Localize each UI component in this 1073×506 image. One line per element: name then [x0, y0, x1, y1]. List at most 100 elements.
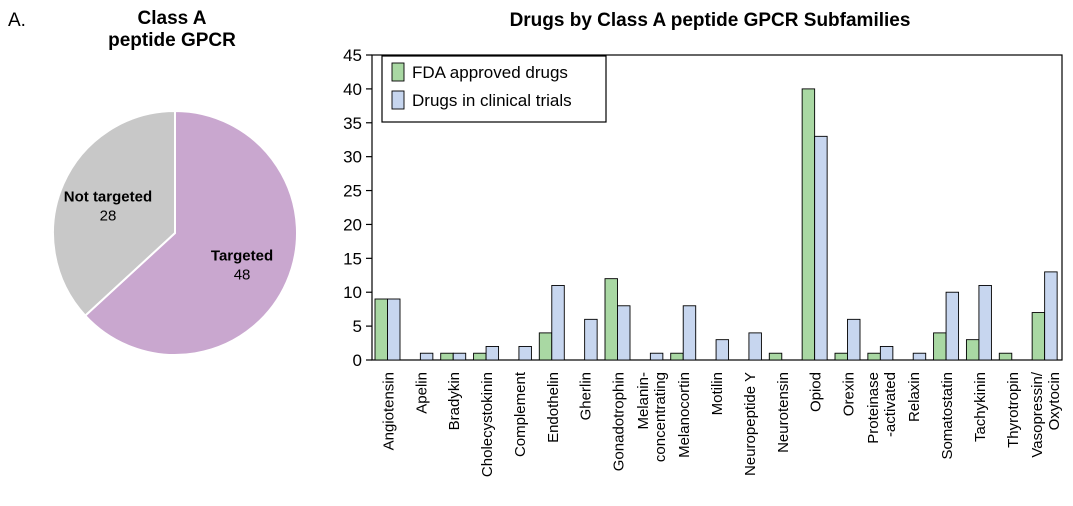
bar-fda — [670, 352, 684, 361]
x-tick-label-group: Melanocortin — [676, 372, 693, 458]
x-tick-label: Proteinase — [865, 372, 882, 444]
bar-clinical — [617, 305, 631, 361]
bar-clinical — [879, 345, 894, 361]
x-tick-label: Endothelin — [545, 372, 562, 443]
x-tick-label: concentrating — [652, 372, 669, 462]
legend-label: Drugs in clinical trials — [412, 91, 572, 110]
pie-slice-label: Not targeted — [64, 189, 152, 206]
x-tick-label-group: Endothelin — [545, 372, 562, 443]
x-tick-label: Apelin — [413, 372, 430, 414]
bar-clinical — [518, 345, 532, 361]
x-tick-label: Orexin — [841, 372, 858, 416]
x-tick-label-group: Orexin — [841, 372, 858, 416]
pie-slice-value: 48 — [234, 266, 251, 283]
y-tick-label: 15 — [343, 249, 362, 268]
x-tick-label-group: Vasopressin/Oxytocin — [1029, 371, 1063, 457]
bar-fda — [998, 352, 1013, 361]
bar-fda — [1031, 312, 1046, 361]
bar-fda — [473, 352, 487, 361]
panel-label: A. — [8, 10, 26, 31]
y-tick-label: 5 — [353, 317, 362, 336]
x-tick-label-group: Complement — [512, 371, 529, 457]
x-tick-label-group: Opiod — [808, 372, 825, 412]
pie-label-1: Not targeted 28 — [64, 189, 152, 225]
bar-chart-title: Drugs by Class A peptide GPCR Subfamilie… — [509, 10, 911, 31]
pie-chart-title: Class A peptide GPCR — [62, 8, 282, 52]
y-tick-label: 45 — [343, 46, 362, 65]
x-tick-label-group: Apelin — [413, 372, 430, 414]
x-tick-label: Opiod — [808, 372, 825, 412]
bar-clinical — [551, 284, 565, 361]
bar-fda — [801, 88, 816, 361]
pie-label-0: Targeted 48 — [211, 247, 273, 283]
bar-fda — [604, 278, 618, 361]
x-tick-label-group: Cholecystokinin — [479, 372, 496, 477]
bar-fda — [867, 352, 881, 361]
x-tick-label-group: Thyrotropin — [1005, 372, 1022, 448]
y-tick-label: 40 — [343, 80, 362, 99]
y-tick-label: 35 — [343, 114, 362, 133]
x-tick-label-group: Proteinase -activated — [865, 372, 899, 444]
bar-fda — [965, 339, 980, 361]
y-tick-label: 30 — [343, 148, 362, 167]
pie-title-line2: peptide GPCR — [108, 30, 236, 51]
bar-clinical — [748, 332, 762, 361]
x-tick-label-group: Neuropeptide Y — [742, 372, 759, 476]
bar-clinical — [814, 135, 828, 361]
bar-clinical — [387, 298, 401, 361]
bar-clinical — [485, 345, 500, 361]
legend-swatch — [391, 90, 405, 110]
x-tick-label: Bradykin — [446, 372, 463, 430]
legend: FDA approved drugs Drugs in clinical tria… — [381, 55, 607, 123]
x-tick-label-group: Relaxin — [906, 372, 923, 422]
x-tick-label-group: Neurotensin — [775, 372, 792, 453]
x-tick-label: Gherlin — [578, 372, 595, 420]
x-tick-label: Relaxin — [906, 372, 923, 422]
bar-clinical — [847, 318, 861, 361]
x-tick-label-group: Somatostatin — [939, 372, 956, 460]
x-tick-label-group: Angiotensin — [381, 372, 398, 450]
x-tick-label: Somatostatin — [939, 372, 956, 460]
x-tick-label: Gonadotrophin — [611, 372, 628, 471]
x-tick-label-group: Gherlin — [578, 372, 595, 420]
bar-fda — [374, 298, 388, 361]
x-tick-label: Thyrotropin — [1005, 372, 1022, 448]
bar-clinical — [682, 305, 697, 361]
legend-swatch — [391, 62, 405, 82]
pie-title-line1: Class A — [137, 8, 207, 29]
x-tick-label-group: Bradykin — [446, 372, 463, 430]
y-tick-label: 10 — [343, 283, 362, 302]
x-tick-label: Cholecystokinin — [479, 372, 496, 477]
bar-fda — [440, 352, 454, 361]
bar-clinical — [584, 318, 598, 361]
x-tick-label: -activated — [882, 372, 899, 437]
bar-clinical — [945, 291, 960, 361]
pie-slice-targeted — [83, 110, 298, 356]
x-tick-label: Motilin — [709, 372, 726, 415]
bar-clinical — [419, 352, 434, 361]
bar-clinical — [1044, 271, 1058, 361]
y-tick-label: 25 — [343, 182, 362, 201]
bar-clinical — [715, 339, 730, 361]
y-tick-label: 20 — [343, 215, 362, 234]
pie-slice-not-targeted — [52, 110, 176, 318]
y-tick-label: 0 — [353, 351, 362, 370]
x-tick-label: Tachykinin — [972, 372, 989, 442]
x-tick-label-group: Tachykinin — [972, 372, 989, 442]
x-tick-label: Angiotensin — [381, 372, 398, 450]
x-tick-label-group: Motilin — [709, 372, 726, 415]
x-tick-label: Vasopressin/ — [1029, 371, 1046, 457]
x-tick-label: Neuropeptide Y — [742, 372, 759, 476]
x-tick-label-group: Melanin-concentrating — [635, 372, 669, 462]
x-tick-label: Melanocortin — [676, 372, 693, 458]
legend-label: FDA approved drugs — [412, 63, 568, 82]
bar-fda — [768, 352, 783, 361]
legend-box — [381, 55, 607, 123]
pie-chart: Targeted 48 Not targeted 28 — [52, 110, 298, 356]
x-tick-label: Oxytocin — [1046, 372, 1063, 430]
bar-fda — [834, 352, 848, 361]
bar-clinical — [978, 284, 992, 361]
x-tick-label: Neurotensin — [775, 372, 792, 453]
pie-slice-label: Targeted — [211, 247, 273, 264]
